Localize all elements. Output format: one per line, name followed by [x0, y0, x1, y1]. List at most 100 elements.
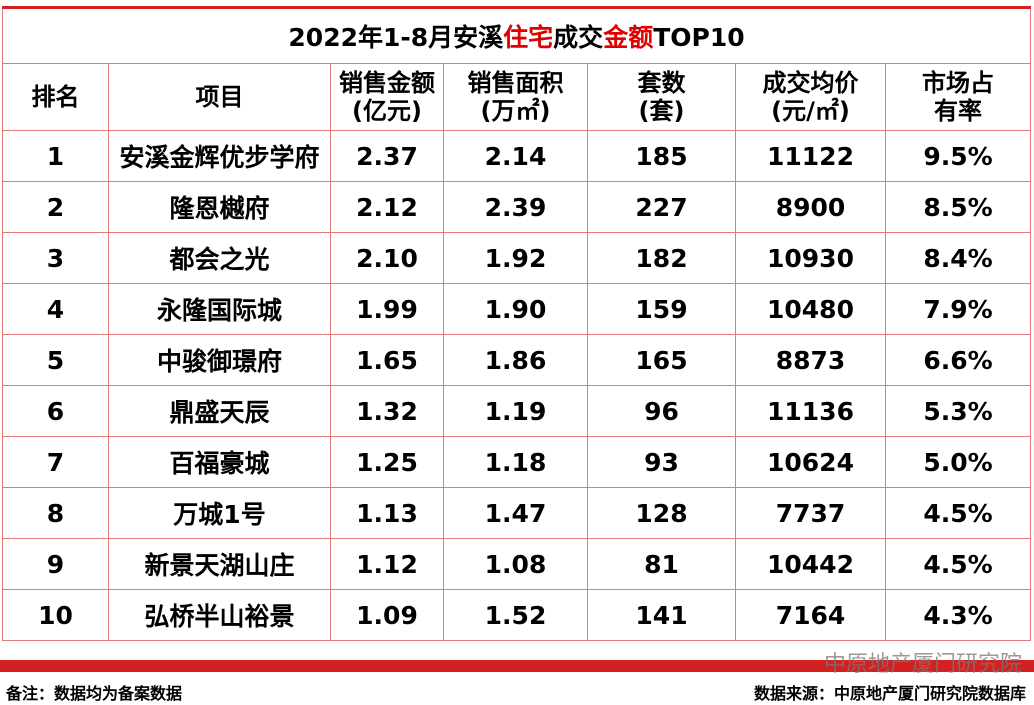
table-cell: 10: [2, 589, 109, 641]
table-cell: 10624: [735, 436, 886, 488]
table-row: 5 中骏御璟府 1.65 1.86 165 8873 6.6%: [2, 334, 1032, 386]
table-cell: 万城1号: [108, 487, 331, 539]
table-cell: 4: [2, 283, 109, 335]
title-cell: 2022年1-8月安溪住宅成交金额TOP10: [1, 6, 1032, 64]
table-cell: 7: [2, 436, 109, 488]
header-text: 成交均价: [762, 69, 859, 97]
table-cell: 165: [587, 334, 736, 386]
table-cell: 1.86: [443, 334, 588, 386]
table-cell: 10442: [735, 538, 886, 590]
table-cell: 159: [587, 283, 736, 335]
table-cell: 4.3%: [884, 589, 1032, 641]
table-cell: 1.65: [330, 334, 444, 386]
header-cell: 套数 (套): [587, 63, 736, 131]
table-cell: 5.3%: [884, 385, 1032, 437]
footer-band: [0, 660, 1034, 672]
table-cell: 10480: [735, 283, 886, 335]
table-row: 10 弘桥半山裕景 1.09 1.52 141 7164 4.3%: [2, 589, 1032, 641]
table-row: 9 新景天湖山庄 1.12 1.08 81 10442 4.5%: [2, 538, 1032, 590]
table-cell: 81: [587, 538, 736, 590]
table-cell: 1.25: [330, 436, 444, 488]
header-text: 销售面积: [467, 69, 564, 97]
title-part: 成交: [553, 23, 604, 52]
table-cell: 7.9%: [884, 283, 1032, 335]
title-part: 住宅: [503, 23, 554, 52]
table-cell: 7737: [735, 487, 886, 539]
table-cell: 1.13: [330, 487, 444, 539]
table-cell: 2.12: [330, 181, 444, 233]
header-text: 销售金额: [339, 69, 435, 97]
table-row: 1 安溪金辉优步学府 2.37 2.14 185 11122 9.5%: [2, 130, 1032, 182]
table-cell: 新景天湖山庄: [108, 538, 331, 590]
header-text: (万㎡): [480, 97, 551, 125]
table-cell: 227: [587, 181, 736, 233]
table-cell: 8.5%: [884, 181, 1032, 233]
table-cell: 4.5%: [884, 538, 1032, 590]
table-cell: 1.19: [443, 385, 588, 437]
table-cell: 1: [2, 130, 109, 182]
header-text: 市场占: [922, 69, 995, 97]
table-cell: 182: [587, 232, 736, 284]
table-cell: 隆恩樾府: [108, 181, 331, 233]
table-cell: 1.90: [443, 283, 588, 335]
header-cell: 成交均价 (元/㎡): [735, 63, 886, 131]
table-cell: 9.5%: [884, 130, 1032, 182]
table-cell: 8873: [735, 334, 886, 386]
table-cell: 1.47: [443, 487, 588, 539]
table-cell: 2.39: [443, 181, 588, 233]
table-cell: 1.09: [330, 589, 444, 641]
table-cell: 4.5%: [884, 487, 1032, 539]
title-row: 2022年1-8月安溪住宅成交金额TOP10: [1, 6, 1032, 64]
table-cell: 5.0%: [884, 436, 1032, 488]
table-cell: 1.99: [330, 283, 444, 335]
table-cell: 96: [587, 385, 736, 437]
header-text: (元/㎡): [771, 97, 850, 125]
table-cell: 都会之光: [108, 232, 331, 284]
header-text: 排名: [31, 83, 80, 111]
table-row: 4 永隆国际城 1.99 1.90 159 10480 7.9%: [2, 283, 1032, 335]
title-part: 2022年1-8月安溪: [288, 23, 504, 52]
header-text: (套): [638, 97, 685, 125]
table-cell: 141: [587, 589, 736, 641]
table-cell: 11136: [735, 385, 886, 437]
table-cell: 1.92: [443, 232, 588, 284]
header-cell: 项目: [108, 63, 331, 131]
table-cell: 11122: [735, 130, 886, 182]
table-cell: 8: [2, 487, 109, 539]
table-cell: 8900: [735, 181, 886, 233]
table-cell: 2.10: [330, 232, 444, 284]
header-cell: 销售面积 (万㎡): [443, 63, 588, 131]
table-cell: 2.37: [330, 130, 444, 182]
title-part: 金额: [603, 23, 654, 52]
table-cell: 1.12: [330, 538, 444, 590]
table-cell: 永隆国际城: [108, 283, 331, 335]
table-cell: 1.52: [443, 589, 588, 641]
header-row: 排名 项目 销售金额 (亿元) 销售面积 (万㎡) 套数 (套) 成交均价 (元/㎡) 市场占 有率: [2, 63, 1032, 131]
header-cell: 市场占 有率: [884, 63, 1032, 131]
table-cell: 8.4%: [884, 232, 1032, 284]
table-cell: 7164: [735, 589, 886, 641]
table-cell: 2.14: [443, 130, 588, 182]
table-cell: 9: [2, 538, 109, 590]
table-cell: 1.18: [443, 436, 588, 488]
table-cell: 1.08: [443, 538, 588, 590]
header-text: 套数: [637, 69, 686, 97]
header-text: 有率: [934, 97, 983, 125]
table-cell: 安溪金辉优步学府: [108, 130, 331, 182]
source: 数据来源：中原地产厦门研究院数据库: [753, 684, 1026, 703]
table-cell: 6.6%: [884, 334, 1032, 386]
table-cell: 中骏御璟府: [108, 334, 331, 386]
table-cell: 3: [2, 232, 109, 284]
table-cell: 弘桥半山裕景: [108, 589, 331, 641]
ranking-table: 2022年1-8月安溪住宅成交金额TOP10 排名 项目 销售金额 (亿元) 销售面积 (万…: [1, 6, 1032, 641]
watermark: 中原地产厦门研究院: [823, 652, 1022, 677]
table-cell: 鼎盛天辰: [108, 385, 331, 437]
table-cell: 1.32: [330, 385, 444, 437]
header-text: 项目: [195, 83, 244, 111]
table-cell: 10930: [735, 232, 886, 284]
table-row: 3 都会之光 2.10 1.92 182 10930 8.4%: [2, 232, 1032, 284]
note: 备注：数据均为备案数据: [6, 684, 183, 703]
header-cell: 销售金额 (亿元): [330, 63, 444, 131]
table-row: 6 鼎盛天辰 1.32 1.19 96 11136 5.3%: [2, 385, 1032, 437]
